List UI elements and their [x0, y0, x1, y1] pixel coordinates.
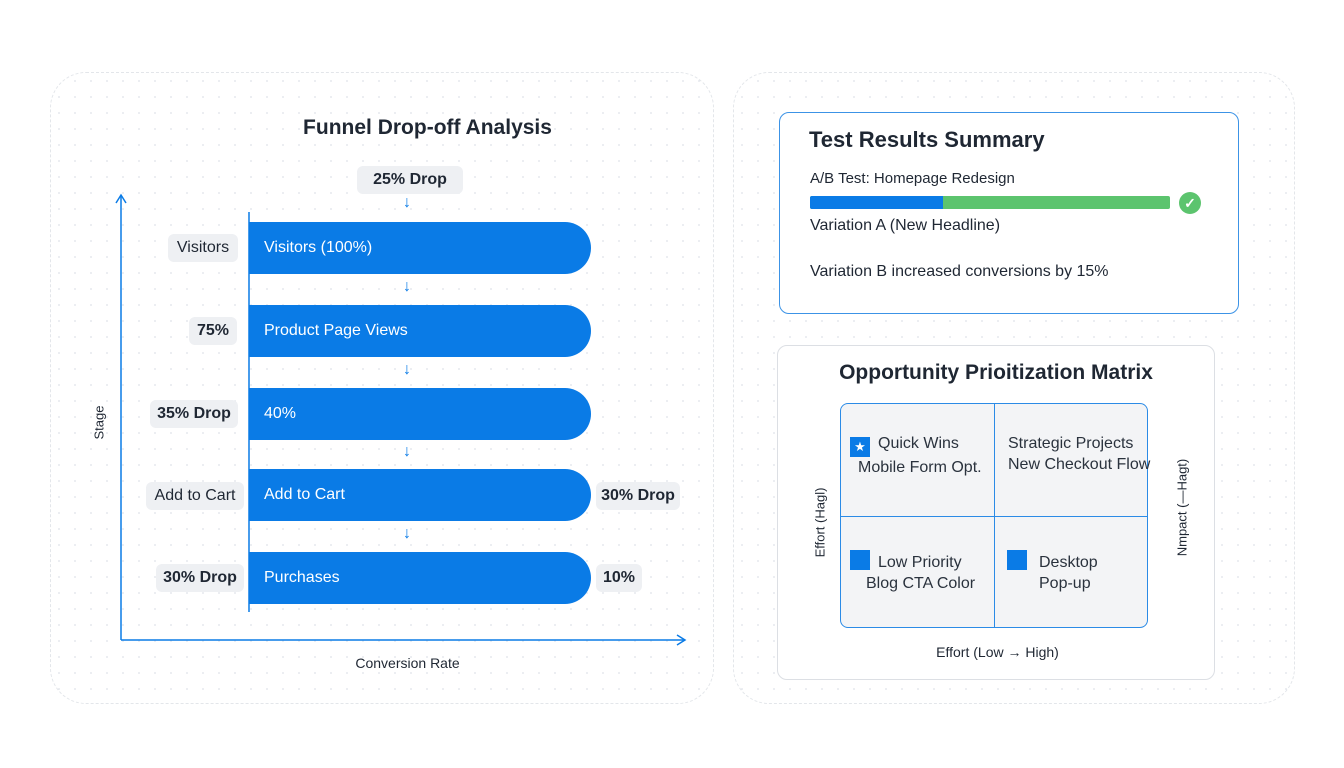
square-icon	[1007, 550, 1027, 570]
y-axis-label: Stage	[91, 405, 107, 440]
matrix-x-label: Effort (Low → High)	[936, 644, 1059, 660]
down-arrow-icon: ↓	[403, 525, 411, 542]
top-drop-label: 25% Drop	[357, 166, 463, 194]
funnel-bar-add-to-cart: Add to Cart	[249, 469, 591, 521]
variation-a-label: Variation A (New Headline)	[810, 217, 1001, 234]
square-icon	[850, 550, 870, 570]
check-icon: ✓	[1179, 192, 1201, 214]
variation-a-fill	[810, 196, 944, 209]
down-arrow-icon: ↓	[403, 443, 411, 460]
funnel-bar-product-views: Product Page Views	[249, 305, 591, 357]
quadrant-low-priority: Low Priority Blog CTA Color	[850, 550, 975, 594]
x-axis-arrow-icon	[676, 634, 687, 646]
funnel-bar-visitors: Visitors (100%)	[249, 222, 591, 274]
test-subtitle: A/B Test: Homepage Redesign	[810, 170, 1015, 187]
left-label: Add to Cart	[146, 482, 244, 510]
down-arrow-icon: ↓	[403, 194, 411, 211]
matrix-y-label-left: Effort (Hagl)	[812, 487, 828, 558]
test-result-text: Variation B increased conversions by 15%	[810, 263, 1109, 280]
down-arrow-icon: ↓	[403, 278, 411, 295]
left-label: 30% Drop	[156, 564, 244, 592]
funnel-bar-purchases: Purchases	[249, 552, 591, 604]
test-results-card	[779, 112, 1239, 314]
left-label: 75%	[189, 317, 237, 345]
quadrant-strategic: Strategic Projects New Checkout Flow	[1008, 435, 1151, 473]
funnel-bar-40: 40%	[249, 388, 591, 440]
ab-progress-bar	[810, 196, 1170, 209]
test-results-title: Test Results Summary	[809, 127, 1045, 152]
left-label: 35% Drop	[150, 400, 238, 428]
quadrant-desktop: Desktop Pop-up	[1007, 550, 1098, 594]
y-axis-arrow-icon	[115, 193, 127, 204]
quadrant-quick-wins: ★ Quick Wins Mobile Form Opt.	[850, 433, 982, 478]
down-arrow-icon: ↓	[403, 361, 411, 378]
matrix-y-label-right: Nmpact (—Hagt)	[1174, 458, 1190, 557]
star-icon: ★	[850, 437, 870, 457]
right-label: 30% Drop	[596, 482, 680, 510]
x-axis-label: Conversion Rate	[355, 655, 460, 671]
matrix-grid	[840, 403, 1148, 628]
left-label: Visitors	[168, 234, 238, 262]
funnel-title: Funnel Drop-off Analysis	[303, 116, 552, 139]
matrix-title: Opportunity Prioitization Matrix	[839, 361, 1153, 384]
right-label: 10%	[596, 564, 642, 592]
